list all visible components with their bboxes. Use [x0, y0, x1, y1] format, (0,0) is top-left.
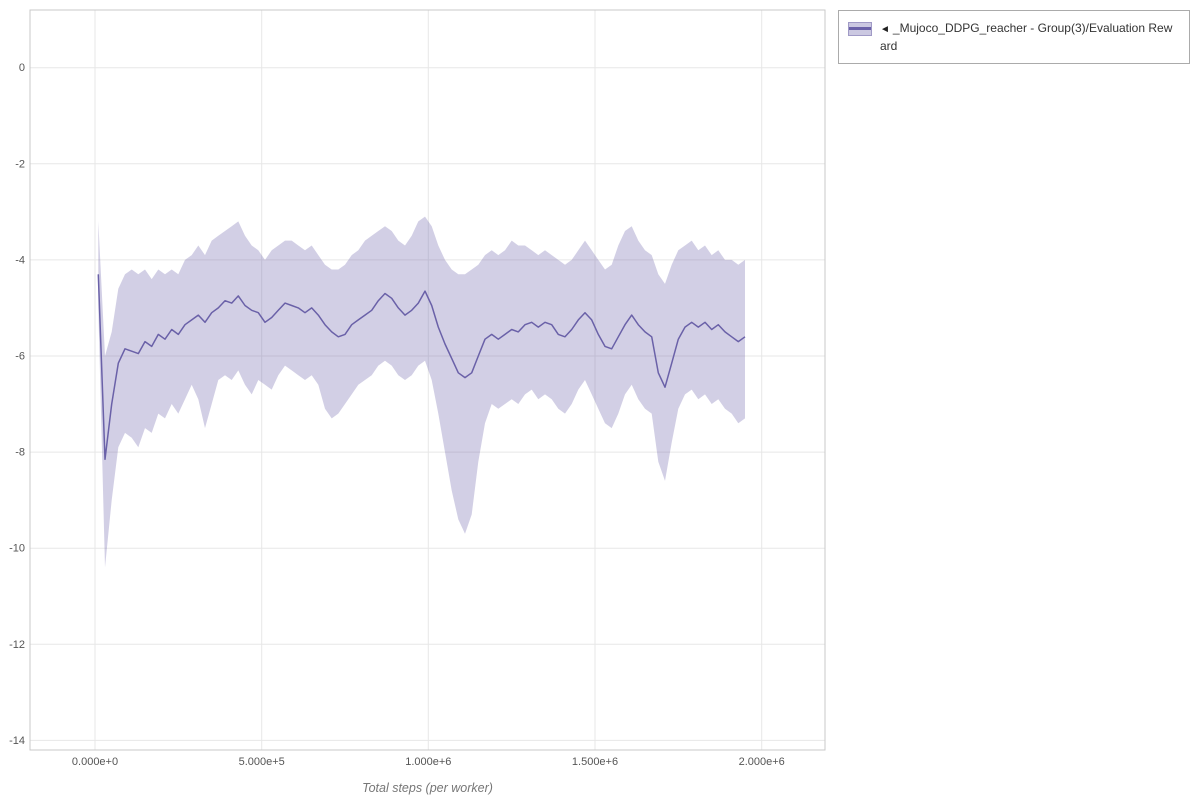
legend-label: ◄ _Mujoco_DDPG_reacher - Group(3)/Evaluat… [880, 20, 1179, 55]
evaluation-reward-chart[interactable]: 0 -2 -4 -6 -8 -10 -12 -14 0.000e+0 5.000e+5 1.000e… [0, 0, 835, 800]
x-tick-label: 1.500e+6 [572, 756, 618, 768]
confidence-band [98, 216, 746, 568]
y-tick-label: -8 [15, 447, 25, 459]
y-tick-label: -10 [9, 543, 25, 555]
collapse-triangle-icon[interactable]: ◄ [880, 24, 890, 35]
x-tick-label: 5.000e+5 [239, 756, 285, 768]
y-tick-label: -12 [9, 639, 25, 651]
x-axis-label: Total steps (per worker) [362, 781, 493, 795]
mean-line [97, 274, 746, 461]
y-tick-label: -14 [9, 735, 25, 747]
legend-line-swatch [849, 27, 871, 30]
x-tick-label: 2.000e+6 [739, 756, 785, 768]
y-tick-label: -2 [15, 158, 25, 170]
legend-band-swatch [848, 22, 872, 36]
y-tick-label: -6 [15, 351, 25, 363]
legend-series-name: _Mujoco_DDPG_reacher - Group(3)/Evaluati… [880, 21, 1173, 53]
y-tick-label: 0 [19, 62, 25, 74]
legend[interactable]: ◄ _Mujoco_DDPG_reacher - Group(3)/Evaluat… [838, 10, 1190, 64]
x-tick-label: 0.000e+0 [72, 756, 118, 768]
plot-border [29, 9, 826, 751]
y-tick-label: -4 [15, 254, 25, 266]
x-tick-label: 1.000e+6 [405, 756, 451, 768]
